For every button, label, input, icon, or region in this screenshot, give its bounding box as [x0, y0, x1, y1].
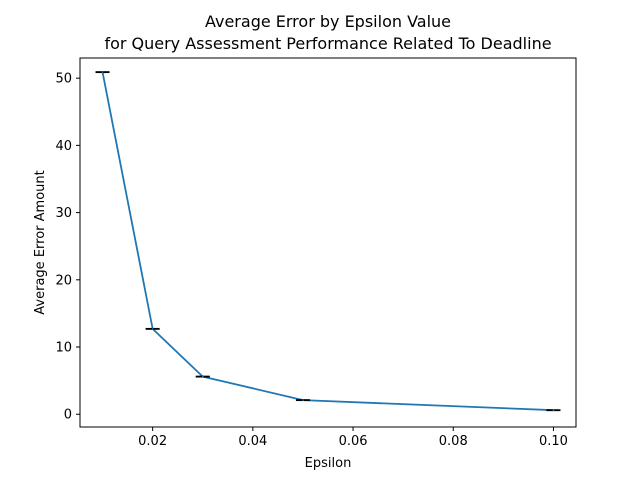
plot-area [95, 71, 561, 412]
data-point [201, 375, 204, 378]
y-tick-label: 30 [55, 206, 72, 221]
axes-frame [79, 57, 577, 428]
y-tick-label: 20 [55, 273, 72, 288]
data-point [151, 328, 154, 330]
y-tick-label: 0 [64, 408, 72, 423]
x-axis-ticks: 0.02 0.04 0.06 0.08 0.10 [138, 427, 568, 449]
data-point [302, 399, 304, 401]
y-tick-label: 50 [55, 72, 72, 87]
chart-title-line-2: for Query Assessment Performance Related… [104, 34, 551, 53]
x-tick-label: 0.08 [439, 434, 468, 449]
x-tick-label: 0.02 [138, 434, 167, 449]
x-tick-label: 0.10 [539, 434, 568, 449]
y-tick-label: 10 [55, 341, 72, 356]
data-point [101, 71, 104, 73]
y-tick-label: 40 [55, 139, 72, 154]
chart-title-line-1: Average Error by Epsilon Value [205, 12, 451, 31]
data-point [552, 409, 555, 411]
x-tick-label: 0.04 [238, 434, 267, 449]
x-tick-label: 0.06 [339, 434, 368, 449]
y-axis-ticks: 0 10 20 30 40 50 [55, 72, 80, 423]
x-axis-label: Epsilon [305, 456, 352, 471]
y-axis-label: Average Error Amount [33, 170, 48, 314]
